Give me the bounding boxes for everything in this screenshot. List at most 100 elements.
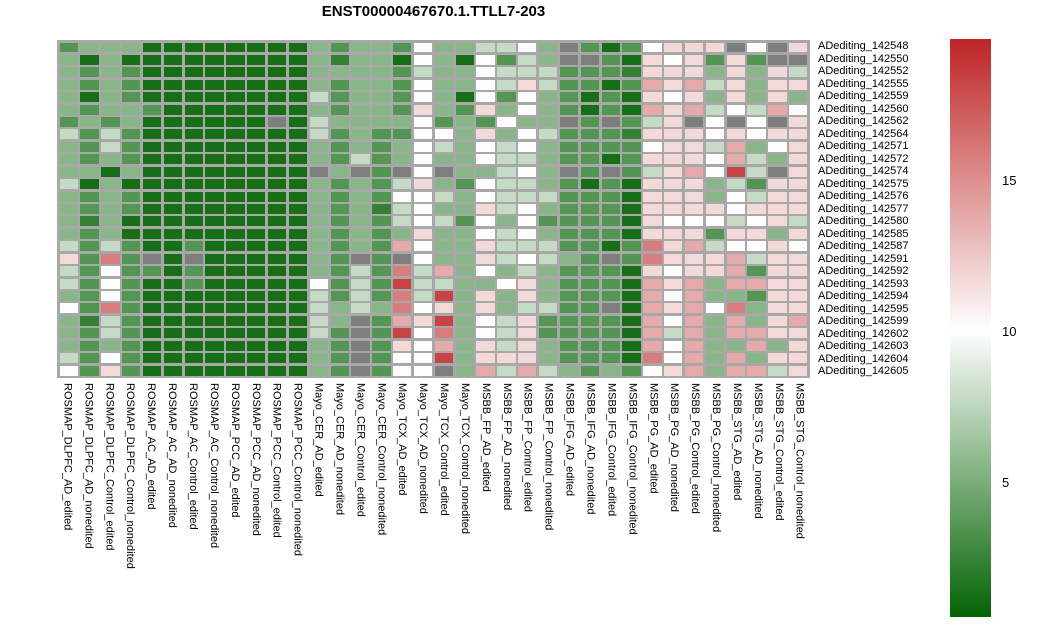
heatmap-cell [184, 141, 203, 152]
heatmap-cell [580, 241, 600, 252]
heatmap-cell [226, 54, 245, 65]
heatmap-cell [309, 266, 328, 277]
heatmap-cell [205, 104, 224, 115]
heatmap-cell [559, 129, 579, 140]
heatmap-cell [59, 291, 78, 301]
heatmap-cell [643, 117, 662, 127]
heatmap-cell [247, 179, 266, 190]
heatmap-cell [643, 54, 662, 65]
heatmap-cell [142, 328, 162, 339]
heatmap-cell [122, 141, 141, 152]
row-label: ADediting_142603 [818, 340, 909, 353]
heatmap-cell [601, 154, 620, 165]
heatmap-cell [664, 129, 683, 140]
colorbar-tick-label: 15 [1002, 173, 1017, 189]
col-label: MSBB_FP_Control_edited [521, 383, 534, 513]
heatmap-cell [747, 154, 766, 165]
heatmap-cell [184, 291, 203, 301]
heatmap-cell [684, 303, 704, 314]
heatmap-cell [768, 266, 787, 277]
heatmap-cell [601, 166, 620, 177]
col-label: MSBB_IFG_Control_edited [605, 383, 618, 517]
col-label-item: MSBB_PG_AD_nonedited [664, 383, 685, 626]
heatmap-cell [288, 104, 308, 115]
heatmap-cell [768, 278, 787, 289]
heatmap-cell [497, 266, 516, 277]
heatmap-cell [455, 191, 474, 202]
heatmap-cell [643, 365, 662, 376]
heatmap-cell [226, 340, 245, 351]
heatmap-cell [434, 278, 454, 289]
heatmap-cell [80, 92, 99, 103]
col-label-item: Mayo_CER_AD_nonedited [329, 383, 350, 626]
col-label: Mayo_TCX_AD_edited [396, 383, 409, 496]
heatmap-cell [559, 353, 579, 364]
heatmap-cell [393, 216, 412, 227]
heatmap-cell [80, 67, 99, 78]
heatmap-cell [789, 166, 808, 177]
heatmap-cell [413, 303, 433, 314]
row-label: ADediting_142562 [818, 115, 909, 128]
heatmap-cell [205, 216, 224, 227]
col-label: MSBB_IFG_AD_nonedited [584, 383, 597, 515]
heatmap-cell [747, 79, 766, 90]
heatmap-cell [559, 141, 579, 152]
heatmap-cell [559, 191, 579, 202]
heatmap-cell [205, 42, 224, 53]
heatmap-cell [601, 92, 620, 103]
heatmap-cell [684, 67, 704, 78]
heatmap-cell [80, 353, 99, 364]
heatmap-cell [226, 67, 245, 78]
heatmap-cell [789, 117, 808, 127]
heatmap-cell [330, 166, 349, 177]
heatmap-cell [643, 92, 662, 103]
heatmap-cell [142, 241, 162, 252]
heatmap-cell [497, 353, 516, 364]
row-axis-labels: ADediting_142548 ADediting_142550 ADeditin… [818, 40, 948, 378]
heatmap-cell [163, 266, 183, 277]
heatmap-cell [559, 79, 579, 90]
heatmap-cell [59, 166, 78, 177]
heatmap-cell [476, 340, 495, 351]
heatmap-cell [413, 216, 433, 227]
heatmap-cell [80, 216, 99, 227]
col-label-item: Mayo_CER_Control_nonedited [371, 383, 392, 626]
heatmap-cell [226, 117, 245, 127]
heatmap-cell [664, 216, 683, 227]
heatmap-cell [122, 365, 141, 376]
heatmap-cell [601, 117, 620, 127]
heatmap-cell [309, 117, 328, 127]
heatmap-cell [372, 191, 391, 202]
col-label-item: MSBB_IFG_Control_nonedited [622, 383, 643, 626]
heatmap-cell [622, 67, 641, 78]
heatmap-cell [330, 365, 349, 376]
heatmap-cell [601, 104, 620, 115]
col-label-item: ROSMAP_AC_Control_edited [183, 383, 204, 626]
heatmap-cell [789, 303, 808, 314]
heatmap-cell [288, 266, 308, 277]
heatmap-cell [330, 179, 349, 190]
heatmap-cell [538, 179, 558, 190]
heatmap-cell [664, 328, 683, 339]
heatmap-cell [184, 253, 203, 264]
heatmap-cell [580, 266, 600, 277]
col-label-item: Mayo_CER_Control_edited [350, 383, 371, 626]
heatmap-cell [80, 303, 99, 314]
heatmap-cell [518, 104, 537, 115]
heatmap-cell [205, 278, 224, 289]
heatmap-cell [163, 216, 183, 227]
heatmap-cell [747, 328, 766, 339]
col-label: ROSMAP_DLPFC_Control_nonedited [124, 383, 137, 569]
row-label: ADediting_142548 [818, 40, 909, 52]
heatmap-cell [622, 191, 641, 202]
heatmap-cell [101, 104, 120, 115]
heatmap-cell [80, 166, 99, 177]
col-label: Mayo_TCX_Control_nonedited [458, 383, 471, 535]
heatmap-cell [789, 340, 808, 351]
heatmap-cell [372, 291, 391, 301]
heatmap-cell [372, 340, 391, 351]
col-label-item: ROSMAP_PCC_Control_nonedited [287, 383, 308, 626]
heatmap-cell [101, 303, 120, 314]
heatmap-cell [601, 365, 620, 376]
row-label: ADediting_142593 [818, 277, 909, 290]
